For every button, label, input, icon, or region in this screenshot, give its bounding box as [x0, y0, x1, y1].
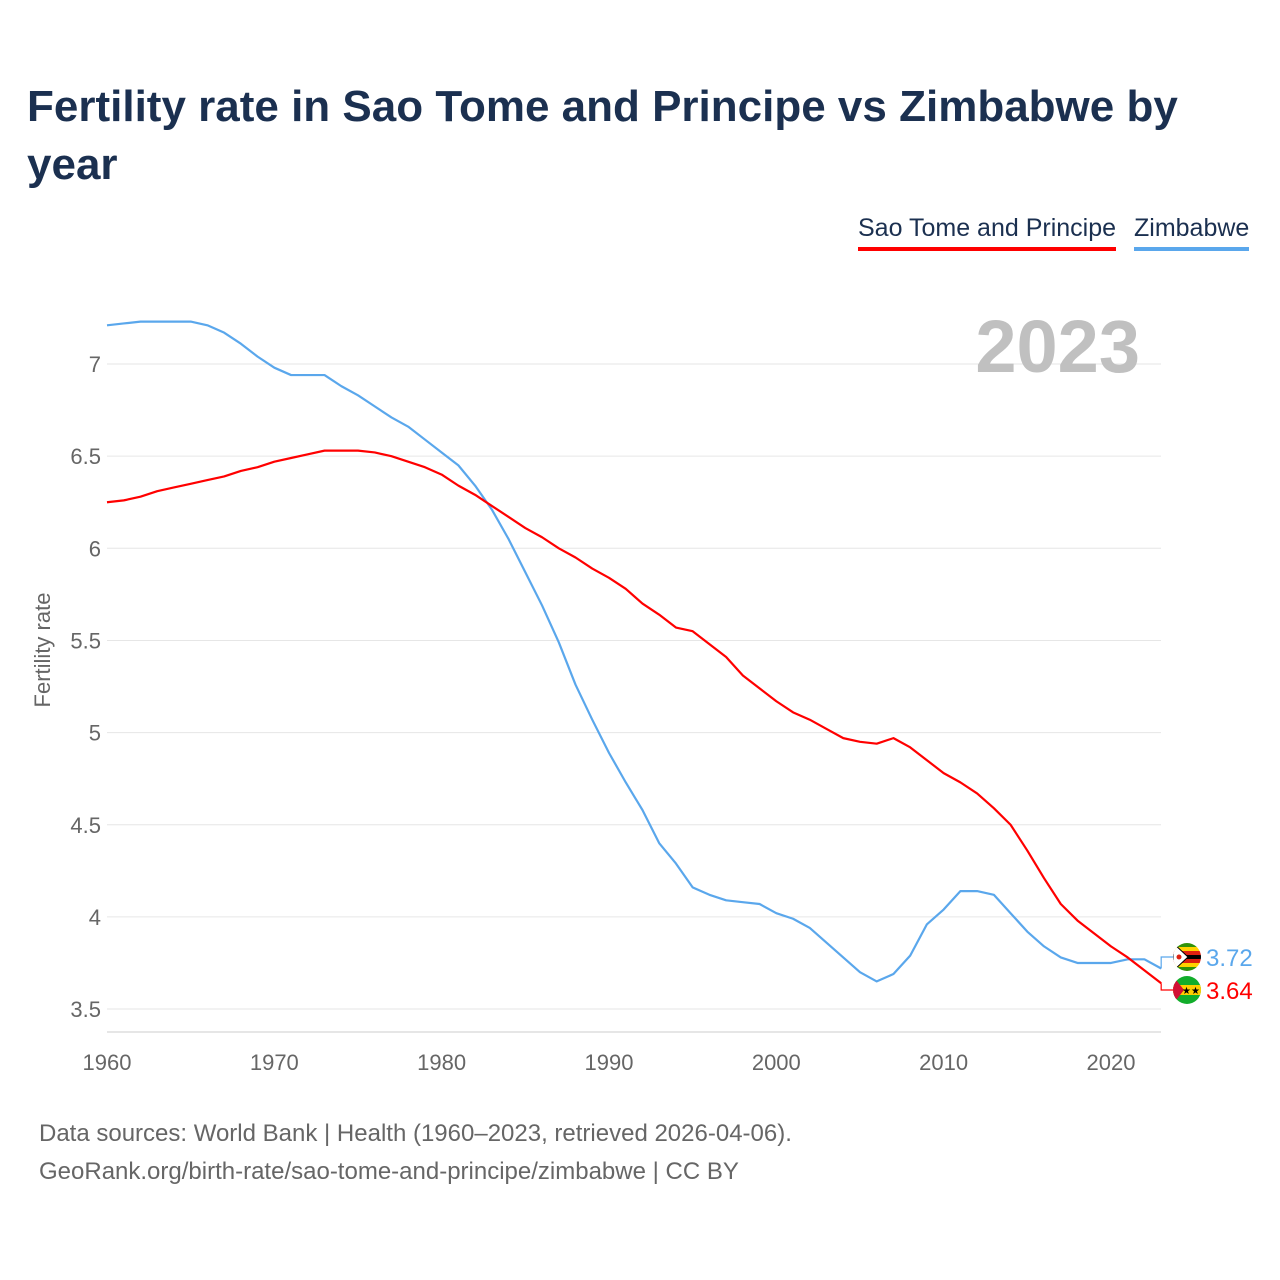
legend-zimbabwe[interactable]: Zimbabwe: [1134, 214, 1250, 251]
flag-stripe: [1173, 943, 1201, 948]
chart-title: Fertility rate in Sao Tome and Principe …: [27, 82, 1178, 189]
flag-stars: ★★: [1182, 986, 1200, 997]
y-tick-label: 4.5: [70, 813, 101, 838]
y-tick-label: 3.5: [70, 997, 101, 1022]
series-line-zimbabwe: [106, 320, 1162, 983]
flag-stripe: [1173, 959, 1201, 964]
flag-yellow: [1173, 985, 1201, 995]
x-tick-label: 1970: [250, 1050, 299, 1075]
y-tick-label: 6: [89, 536, 101, 561]
end-value-label: 3.64: [1206, 978, 1253, 1005]
year-label: 2023: [975, 305, 1140, 388]
y-tick-label: 7: [89, 352, 101, 377]
flag-stripe: [1173, 947, 1201, 952]
x-tick-label: 1980: [417, 1050, 466, 1075]
flag-stripe: [1173, 963, 1201, 968]
label-connector: [1160, 956, 1174, 969]
y-axis-label: Fertility rate: [30, 593, 55, 708]
y-tick-label: 4: [89, 905, 101, 930]
flag-star: [1176, 954, 1182, 960]
flag-stripe: [1173, 967, 1201, 971]
x-tick-label: 2000: [752, 1050, 801, 1075]
y-tick-label: 6.5: [70, 444, 101, 469]
footer-url: GeoRank.org/birth-rate/sao-tome-and-prin…: [39, 1158, 739, 1185]
label-connector: [1160, 983, 1174, 991]
end-value-label: 3.72: [1206, 945, 1253, 972]
y-tick-label: 5: [89, 721, 101, 746]
flag-triangle: [1173, 976, 1184, 1004]
x-tick-label: 2010: [919, 1050, 968, 1075]
flag-stripe: [1173, 951, 1201, 956]
y-tick-label: 5.5: [70, 628, 101, 653]
footer-sources: Data sources: World Bank | Health (1960–…: [39, 1120, 792, 1147]
x-tick-label: 2020: [1087, 1050, 1136, 1075]
x-tick-label: 1960: [83, 1050, 132, 1075]
legend-sao-tome[interactable]: Sao Tome and Principe: [858, 214, 1117, 251]
series-line-sao-tome: [106, 449, 1162, 985]
x-tick-label: 1990: [585, 1050, 634, 1075]
